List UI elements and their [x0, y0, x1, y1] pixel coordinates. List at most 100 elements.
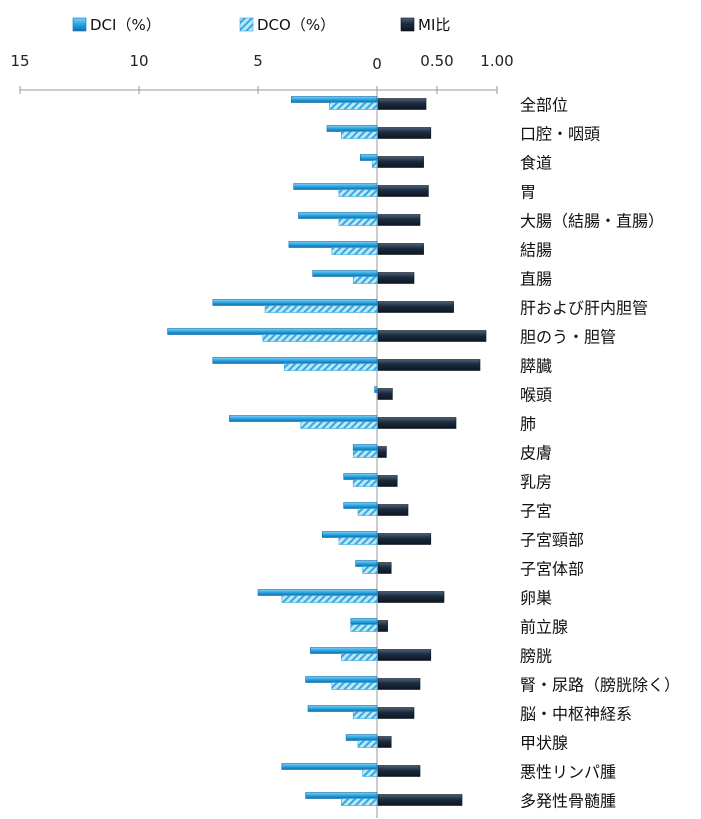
- mi-bar: [377, 359, 481, 371]
- dco-bar: [362, 566, 378, 574]
- category-label: 悪性リンパ腫: [520, 763, 616, 782]
- right-tick-label: 1.00: [480, 52, 513, 70]
- dci-bar: [288, 241, 378, 248]
- dci-bar: [352, 444, 378, 451]
- bars-group: [167, 96, 487, 806]
- category-label: 子宮: [520, 502, 552, 521]
- dci-bar: [281, 763, 378, 770]
- legend-swatch-dco: [239, 17, 254, 32]
- category-label: 直腸: [520, 270, 552, 289]
- dco-bar: [357, 508, 378, 516]
- mi-bar: [377, 475, 398, 487]
- dco-bar: [357, 740, 378, 748]
- dco-bar: [340, 131, 378, 139]
- category-label: 膀胱: [520, 647, 552, 666]
- left-tick-label: 10: [129, 52, 148, 70]
- category-label: 胆のう・胆管: [520, 328, 616, 347]
- dco-bar: [371, 160, 378, 168]
- dco-bar: [350, 624, 378, 632]
- category-label: 結腸: [520, 241, 552, 260]
- dci-bar: [212, 357, 378, 364]
- dco-bar: [283, 363, 378, 371]
- legend-swatch-dci: [72, 17, 87, 32]
- dco-bar: [300, 421, 378, 429]
- mi-bar: [377, 156, 424, 168]
- dci-bar: [229, 415, 378, 422]
- dco-bar: [340, 798, 378, 806]
- category-label: 皮膚: [520, 444, 552, 463]
- dco-bar: [338, 537, 378, 545]
- dco-bar: [362, 769, 378, 777]
- mi-bar: [377, 185, 429, 197]
- mi-bar: [377, 794, 463, 806]
- category-label: 食道: [520, 154, 552, 173]
- category-label: 大腸（結腸・直腸）: [520, 212, 664, 231]
- mi-bar: [377, 591, 445, 603]
- dco-bar: [331, 247, 378, 255]
- dci-bar: [257, 589, 378, 596]
- left-axis-ticks: 15 10 5 0: [10, 52, 381, 73]
- mi-bar: [377, 620, 388, 632]
- dco-bar: [340, 653, 378, 661]
- dci-bar: [321, 531, 378, 538]
- dci-bar: [212, 299, 378, 306]
- category-label: 子宮体部: [520, 560, 584, 579]
- category-label: 子宮頸部: [520, 531, 584, 550]
- category-label: 肺: [520, 415, 536, 434]
- dci-bar: [374, 386, 378, 393]
- dci-bar: [326, 125, 378, 132]
- category-label: 前立腺: [520, 618, 568, 637]
- category-label: 甲状腺: [520, 734, 568, 753]
- mi-bar: [377, 678, 421, 690]
- dci-bar: [307, 705, 378, 712]
- mi-bar: [377, 214, 421, 226]
- category-label: 多発性骨髄腫: [520, 792, 616, 811]
- dco-bar: [331, 682, 378, 690]
- dco-bar: [352, 711, 378, 719]
- mi-bar: [377, 98, 427, 110]
- dco-bar: [262, 334, 378, 342]
- dci-bar: [359, 154, 378, 161]
- left-tick-label: 5: [253, 52, 263, 70]
- dco-bar: [352, 479, 378, 487]
- legend-label-mi: MI比: [418, 16, 450, 34]
- dci-bar: [312, 270, 378, 277]
- category-label: 全部位: [520, 96, 568, 115]
- dco-bar: [352, 276, 378, 284]
- dco-bar: [329, 102, 378, 110]
- mi-bar: [377, 765, 421, 777]
- mi-bar: [377, 243, 424, 255]
- mi-bar: [377, 649, 432, 661]
- category-label: 喉頭: [520, 386, 552, 405]
- category-label: 腎・尿路（膀胱除く）: [520, 676, 680, 695]
- legend-swatch-mi: [400, 17, 415, 32]
- dci-bar: [350, 618, 378, 625]
- mi-bar: [377, 330, 487, 342]
- left-tick-label: 0: [372, 55, 382, 73]
- legend-label-dci: DCI（%）: [90, 16, 161, 34]
- dco-bar: [338, 189, 378, 197]
- legend: DCI（%） DCO（%） MI比: [72, 16, 450, 34]
- dci-bar: [343, 473, 378, 480]
- category-label: 胃: [520, 183, 536, 202]
- category-label: 肝および肝内胆管: [520, 299, 648, 318]
- mi-bar: [377, 446, 387, 458]
- dci-bar: [167, 328, 378, 335]
- right-axis-ticks: 0.50 1.00: [420, 52, 513, 70]
- dci-bar: [343, 502, 378, 509]
- dci-bar: [305, 792, 378, 799]
- category-label: 乳房: [520, 473, 552, 492]
- dci-bar: [310, 647, 378, 654]
- mi-bar: [377, 533, 432, 545]
- dco-bar: [281, 595, 378, 603]
- mi-bar: [377, 562, 392, 574]
- mi-bar: [377, 272, 415, 284]
- dci-bar: [293, 183, 378, 190]
- mi-bar: [377, 301, 454, 313]
- dco-bar: [264, 305, 378, 313]
- dci-bar: [355, 560, 378, 567]
- category-label: 卵巣: [520, 589, 552, 608]
- dco-bar: [338, 218, 378, 226]
